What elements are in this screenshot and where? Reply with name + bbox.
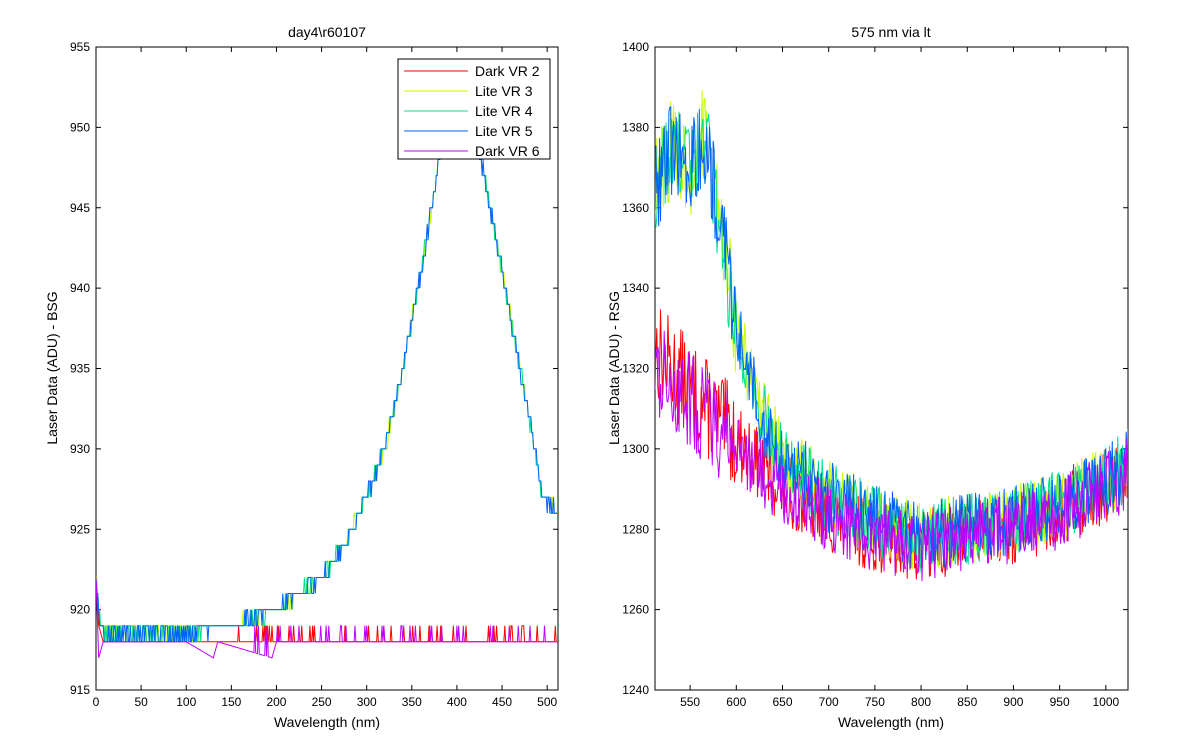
legend-items: Dark VR 2 Lite VR 3 Lite VR 4 Lite VR 5 Dark… — [404, 63, 540, 159]
right-x-tick-label: 850 — [957, 695, 977, 709]
left-y-tick-label: 950 — [70, 120, 90, 134]
legend-box — [397, 58, 551, 160]
right-x-tick-label: 1000 — [1092, 695, 1119, 709]
right-y-tick-label: 1360 — [622, 201, 649, 215]
left-x-tick-label: 350 — [402, 695, 422, 709]
right-y-tick-label: 1280 — [622, 522, 649, 536]
right-x-tick-label: 950 — [1050, 695, 1070, 709]
right-y-tick-label: 1400 — [622, 40, 649, 54]
right-x-tick-label: 550 — [680, 695, 700, 709]
right-chart-title: 575 nm via lt — [851, 24, 930, 40]
left-x-tick-label: 150 — [221, 695, 241, 709]
left-y-tick-label: 930 — [70, 442, 90, 456]
right-x-tick-label: 800 — [911, 695, 931, 709]
left-x-tick-label: 100 — [176, 695, 196, 709]
left-series-line — [96, 577, 558, 659]
legend-label: Lite VR 3 — [475, 83, 533, 99]
left-x-tick-label: 250 — [312, 695, 332, 709]
left-y-tick-label: 945 — [70, 201, 90, 215]
right-y-tick-label: 1300 — [622, 442, 649, 456]
right-x-tick-label: 900 — [1003, 695, 1023, 709]
left-y-tick-label: 955 — [70, 40, 90, 54]
left-x-tick-label: 400 — [447, 695, 467, 709]
legend-label: Dark VR 6 — [475, 143, 540, 159]
left-x-axis-label: Wavelength (nm) — [274, 714, 380, 730]
right-ticks: 550 600 650 700 750 800 850 900 950 1000 1240 1260 1… — [622, 40, 1128, 709]
right-x-tick-label: 700 — [819, 695, 839, 709]
left-ticks: 0 50 100 150 200 250 300 350 400 450 500 915 920 925 9… — [70, 40, 558, 709]
legend-label: Lite VR 5 — [475, 123, 533, 139]
left-x-tick-label: 300 — [357, 695, 377, 709]
right-y-axis-label: Laser Data (ADU) - RSG — [606, 291, 622, 445]
left-y-tick-label: 915 — [70, 683, 90, 697]
left-x-tick-label: 200 — [266, 695, 286, 709]
right-y-tick-label: 1320 — [622, 362, 649, 376]
right-series-line — [655, 106, 1128, 569]
left-chart-title: day4\r60107 — [288, 24, 366, 40]
right-y-tick-label: 1340 — [622, 281, 649, 295]
left-y-tick-label: 925 — [70, 522, 90, 536]
legend-label: Lite VR 4 — [475, 103, 533, 119]
left-y-tick-label: 940 — [70, 281, 90, 295]
right-y-tick-label: 1240 — [622, 683, 649, 697]
right-y-tick-label: 1380 — [622, 120, 649, 134]
chart-right-rsg: 550 600 650 700 750 800 850 900 950 1000 1240 1260 1… — [606, 24, 1129, 730]
left-y-axis-label: Laser Data (ADU) - BSG — [44, 291, 60, 444]
left-y-tick-label: 920 — [70, 603, 90, 617]
left-x-tick-label: 450 — [492, 695, 512, 709]
right-x-tick-label: 600 — [726, 695, 746, 709]
chart-left-bsg: 0 50 100 150 200 250 300 350 400 450 500 915 920 925 9… — [44, 24, 559, 730]
right-series-line — [655, 330, 1128, 582]
left-x-tick-label: 500 — [537, 695, 557, 709]
plot-area-right — [654, 46, 1129, 691]
right-x-tick-label: 650 — [772, 695, 792, 709]
legend: Dark VR 2 Lite VR 3 Lite VR 4 Lite VR 5 Dark… — [397, 58, 551, 160]
left-x-tick-label: 50 — [134, 695, 148, 709]
left-x-tick-label: 0 — [93, 695, 100, 709]
right-y-tick-label: 1260 — [622, 603, 649, 617]
right-x-axis-label: Wavelength (nm) — [838, 714, 944, 730]
legend-label: Dark VR 2 — [475, 63, 540, 79]
right-series-group — [655, 89, 1128, 582]
right-x-tick-label: 750 — [865, 695, 885, 709]
left-y-tick-label: 935 — [70, 362, 90, 376]
